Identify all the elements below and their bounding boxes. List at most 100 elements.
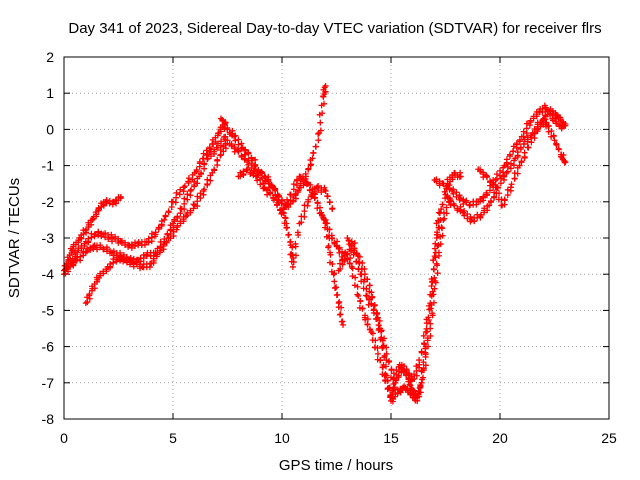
- data-point-marker: [292, 252, 299, 259]
- data-point-marker: [301, 213, 308, 220]
- data-point-marker: [168, 203, 175, 210]
- data-point-marker: [338, 304, 345, 311]
- data-point-marker: [150, 255, 157, 262]
- data-point-marker: [197, 190, 204, 197]
- data-point-marker: [326, 199, 333, 206]
- data-point-marker: [181, 206, 188, 213]
- data-point-marker: [548, 128, 555, 135]
- data-point-marker: [436, 182, 443, 189]
- data-point-marker: [238, 152, 245, 159]
- data-point-marker: [128, 242, 135, 249]
- data-point-marker: [89, 216, 96, 223]
- data-point-marker: [340, 321, 347, 328]
- data-point-marker: [528, 134, 535, 141]
- y-tick-label: 2: [46, 49, 54, 65]
- data-point-marker: [429, 310, 436, 317]
- data-point-marker: [244, 166, 251, 173]
- data-point-marker: [530, 115, 537, 122]
- data-point-marker: [523, 120, 530, 127]
- data-point-marker: [336, 249, 343, 256]
- data-point-marker: [549, 117, 556, 124]
- data-point-marker: [382, 378, 389, 384]
- data-point-marker: [187, 209, 194, 216]
- x-tick-label: 10: [274, 430, 290, 446]
- data-point-marker: [95, 229, 102, 236]
- data-point-marker: [231, 133, 238, 140]
- data-point-marker: [174, 222, 181, 229]
- data-point-marker: [219, 116, 226, 123]
- data-point-marker: [211, 148, 218, 155]
- data-point-marker: [224, 137, 231, 144]
- data-point-marker: [283, 224, 290, 231]
- data-point-marker: [287, 191, 294, 198]
- data-point-marker: [100, 270, 107, 277]
- data-point-marker: [389, 388, 396, 395]
- data-point-marker: [483, 174, 490, 181]
- data-point-marker: [501, 173, 508, 180]
- data-point-marker: [264, 186, 271, 193]
- data-point-marker: [562, 158, 569, 165]
- data-point-marker: [328, 235, 335, 242]
- data-point-marker: [432, 254, 439, 261]
- data-point-marker: [312, 143, 319, 150]
- data-point-marker: [140, 255, 147, 262]
- data-point-marker: [501, 197, 508, 204]
- data-point-marker: [443, 204, 450, 211]
- data-point-marker: [431, 285, 438, 292]
- data-point-marker: [331, 285, 338, 292]
- data-point-marker: [348, 242, 355, 249]
- data-point-marker: [162, 213, 169, 220]
- x-tick-label: 25: [601, 430, 617, 446]
- data-point-marker: [107, 263, 114, 270]
- data-point-marker: [443, 183, 450, 190]
- data-point-marker: [289, 244, 296, 251]
- data-point-marker: [300, 176, 307, 183]
- data-point-marker: [336, 311, 343, 318]
- data-point-marker: [379, 364, 386, 371]
- data-point-marker: [164, 231, 171, 238]
- data-point-marker: [435, 249, 442, 256]
- data-point-marker: [235, 136, 242, 143]
- data-point-marker: [173, 189, 180, 196]
- data-point-marker: [247, 169, 254, 176]
- data-point-marker: [555, 145, 562, 152]
- data-point-marker: [553, 118, 560, 125]
- y-tick-label: -2: [42, 194, 55, 210]
- y-tick-label: -7: [42, 375, 55, 391]
- data-point-marker: [521, 154, 528, 161]
- data-point-marker: [333, 292, 340, 299]
- data-point-marker: [78, 245, 85, 252]
- data-point-marker: [217, 138, 224, 145]
- data-point-marker: [317, 119, 324, 126]
- x-tick-label: 5: [169, 430, 177, 446]
- data-point-marker: [443, 210, 450, 217]
- data-point-marker: [337, 265, 344, 272]
- data-point-marker: [127, 259, 134, 266]
- data-point-marker: [206, 145, 213, 152]
- data-point-marker: [313, 184, 320, 191]
- data-point-marker: [450, 190, 457, 197]
- data-point-marker: [322, 82, 329, 89]
- data-point-marker: [316, 204, 323, 211]
- data-point-marker: [444, 192, 451, 199]
- data-point-marker: [358, 271, 365, 278]
- data-point-marker: [310, 149, 317, 156]
- data-point-marker: [438, 206, 445, 213]
- data-point-marker: [545, 123, 552, 130]
- data-point-marker: [272, 185, 279, 192]
- data-point-marker: [493, 184, 500, 191]
- data-point-marker: [434, 270, 441, 277]
- data-point-marker: [318, 211, 325, 218]
- data-point-marker: [418, 348, 425, 355]
- data-point-marker: [339, 257, 346, 264]
- data-point-marker: [113, 256, 120, 263]
- data-point-marker: [516, 138, 523, 145]
- data-point-marker: [188, 186, 195, 193]
- data-point-marker: [433, 231, 440, 238]
- data-point-marker: [551, 137, 558, 144]
- data-point-marker: [194, 193, 201, 200]
- data-point-marker: [359, 305, 366, 312]
- data-point-marker: [439, 201, 446, 208]
- data-point-marker: [464, 215, 471, 222]
- data-point-marker: [232, 137, 239, 144]
